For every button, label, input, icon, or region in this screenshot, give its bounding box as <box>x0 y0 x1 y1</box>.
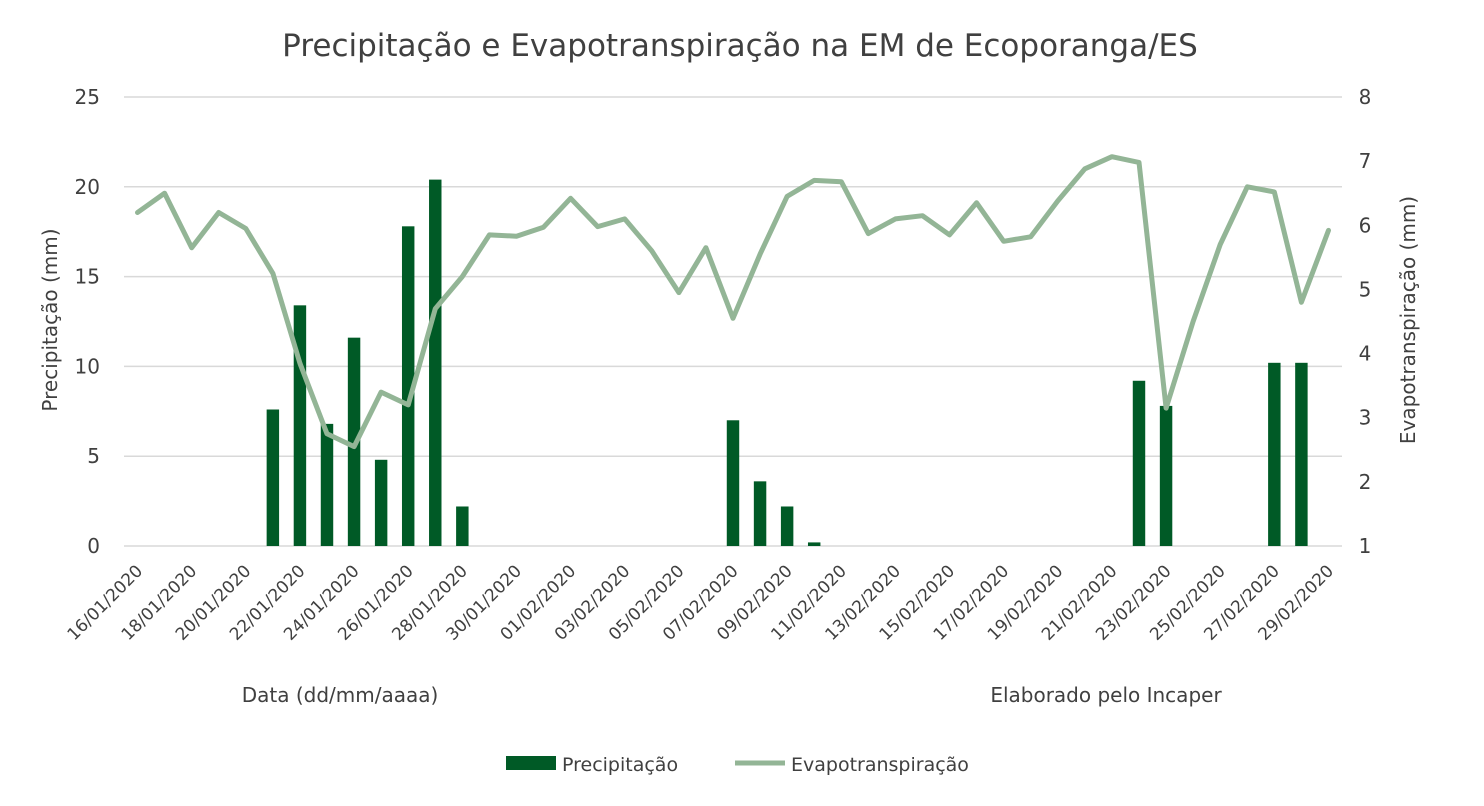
precipitation-bar <box>401 226 415 546</box>
left-tick-label: 10 <box>75 354 100 378</box>
precipitation-bar <box>1295 362 1308 546</box>
right-tick-label: 2 <box>1359 470 1372 494</box>
precipitation-bar <box>726 420 740 546</box>
precipitation-bar <box>456 506 469 546</box>
precipitation-bar <box>374 459 388 546</box>
chart-title: Precipitação e Evapotranspiração na EM d… <box>282 28 1198 64</box>
right-tick-label: 3 <box>1359 406 1372 430</box>
x-axis-title: Data (dd/mm/aaaa) <box>242 683 439 707</box>
right-tick-label: 6 <box>1359 213 1372 237</box>
precipitation-bars <box>266 179 1308 546</box>
precipitation-bar <box>266 409 280 546</box>
left-axis-title: Precipitação (mm) <box>38 228 62 411</box>
left-tick-label: 25 <box>75 85 100 109</box>
precipitation-bar <box>780 506 794 546</box>
left-tick-label: 20 <box>75 175 100 199</box>
x-axis-ticks: 16/01/202018/01/202020/01/202022/01/2020… <box>64 561 1338 644</box>
right-tick-label: 1 <box>1359 534 1372 558</box>
left-tick-label: 5 <box>87 444 100 468</box>
precipitation-bar <box>807 542 821 546</box>
legend-swatch-precipitacao <box>506 756 556 770</box>
left-axis-ticks: 0 5 10 15 20 25 <box>75 85 100 558</box>
source-note: Elaborado pelo Incaper <box>990 683 1222 707</box>
precipitation-bar <box>1132 380 1146 546</box>
precipitation-bar <box>320 423 334 546</box>
precipitation-bar <box>753 481 767 546</box>
precipitation-bar <box>1268 362 1281 546</box>
evapotranspiration-line <box>135 154 1331 450</box>
precipitation-bar <box>1159 405 1173 546</box>
legend-label-evapotranspiracao: Evapotranspiração <box>791 754 969 776</box>
right-axis-ticks: 1 2 3 4 5 6 7 8 <box>1359 85 1372 558</box>
right-tick-label: 5 <box>1359 277 1372 301</box>
legend-label-precipitacao: Precipitação <box>562 754 678 776</box>
right-tick-label: 4 <box>1359 342 1372 366</box>
left-tick-label: 15 <box>75 265 100 289</box>
precipitation-bar <box>429 179 442 546</box>
legend: Precipitação Evapotranspiração <box>506 754 969 776</box>
left-tick-label: 0 <box>87 534 100 558</box>
right-tick-label: 7 <box>1359 149 1372 173</box>
evapotranspiration-series-line <box>135 154 1331 450</box>
right-axis-title: Evapotranspiração (mm) <box>1396 196 1420 444</box>
right-tick-label: 8 <box>1359 85 1372 109</box>
